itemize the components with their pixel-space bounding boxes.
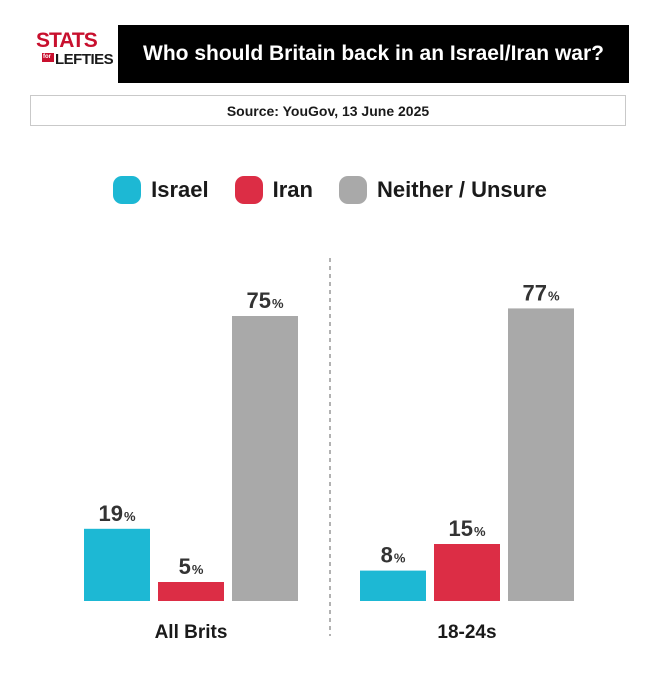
data-label: 19% — [98, 501, 135, 526]
legend-label: Neither / Unsure — [376, 177, 547, 202]
title-banner: Who should Britain back in an Israel/Ira… — [118, 25, 629, 83]
data-label: 77% — [522, 280, 559, 305]
legend-swatch — [113, 176, 142, 204]
bar-iran — [158, 582, 224, 601]
bar-neither-unsure — [508, 308, 574, 601]
category-label: All Brits — [155, 622, 228, 643]
logo-word-for: for — [43, 54, 51, 60]
logo-word-stats: STATS — [36, 29, 98, 52]
category-label: 18-24s — [437, 622, 496, 643]
legend-swatch — [338, 176, 367, 204]
logo-for-badge — [42, 53, 54, 62]
data-label: 15% — [448, 516, 485, 541]
bar-israel — [84, 528, 150, 601]
chart-title: Who should Britain back in an Israel/Ira… — [143, 42, 604, 65]
data-label: 8% — [381, 543, 406, 568]
legend-item-neither-unsure: Neither / Unsure — [338, 176, 547, 204]
bar-israel — [360, 570, 426, 601]
data-label: 5% — [179, 554, 204, 579]
legend-item-israel: Israel — [113, 176, 209, 204]
data-label: 75% — [246, 288, 283, 313]
bar-iran — [434, 544, 500, 601]
chart-legend: Israel Iran Neither / Unsure — [0, 172, 660, 208]
legend-label: Iran — [272, 177, 313, 202]
bar-neither-unsure — [232, 316, 298, 601]
logo-word-lefties: LEFTIES — [55, 51, 114, 68]
legend-swatch — [234, 176, 263, 204]
source-text: Source: YouGov, 13 June 2025 — [226, 102, 430, 119]
legend-item-iran: Iran — [234, 176, 313, 204]
source-box: Source: YouGov, 13 June 2025 — [30, 95, 626, 126]
stats-for-lefties-logo: STATS for LEFTIES — [36, 29, 114, 76]
legend-label: Israel — [151, 177, 209, 202]
